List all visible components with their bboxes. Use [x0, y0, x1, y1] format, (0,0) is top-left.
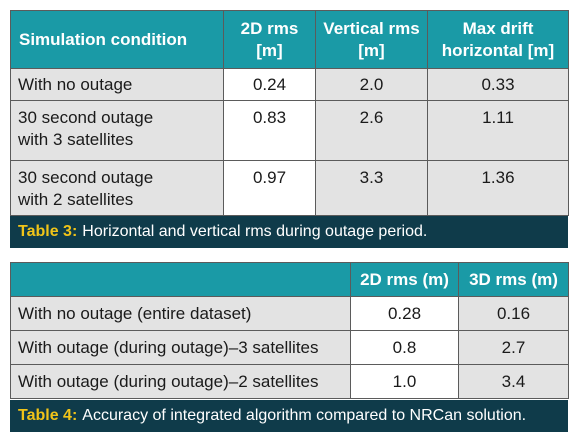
table3-cell: With no outage	[10, 68, 224, 101]
table-row: 30 second outage with 3 satellites 0.83 …	[10, 100, 569, 161]
table3-cell: 0.24	[223, 68, 316, 101]
table-row: With no outage (entire dataset) 0.28 0.1…	[10, 296, 569, 331]
table3-cell: 2.6	[315, 100, 428, 161]
table3-cell: 1.11	[427, 100, 569, 161]
table4-caption-text: Accuracy of integrated algorithm compare…	[82, 407, 527, 424]
table3-cell: 1.36	[427, 160, 569, 216]
table-row: 30 second outage with 2 satellites 0.97 …	[10, 160, 569, 216]
table3-caption: Table 3: Horizontal and vertical rms dur…	[10, 216, 568, 248]
table4-cell: 2.7	[458, 330, 569, 365]
table3-header-max-drift: Max drift horizontal [m]	[427, 10, 569, 69]
table3-header-condition: Simulation condition	[10, 10, 224, 69]
table4-caption-label: Table 4:	[18, 407, 78, 424]
table4-cell: With outage (during outage)–2 satellites	[10, 364, 351, 399]
table3-cell: 0.33	[427, 68, 569, 101]
table3-caption-label: Table 3:	[18, 223, 78, 240]
table3-cell: 2.0	[315, 68, 428, 101]
table4-header-condition	[10, 262, 351, 297]
table4-cell: 0.28	[350, 296, 459, 331]
table4-cell: 3.4	[458, 364, 569, 399]
table-3: Simulation condition 2D rms [m] Vertical…	[10, 10, 569, 216]
table-row: With outage (during outage)–3 satellites…	[10, 330, 569, 365]
table-row: With outage (during outage)–2 satellites…	[10, 364, 569, 399]
table3-cell: 0.83	[223, 100, 316, 161]
table3-header-2d-rms: 2D rms [m]	[223, 10, 316, 69]
table4-cell: With outage (during outage)–3 satellites	[10, 330, 351, 365]
table4-header-3d-rms: 3D rms (m)	[458, 262, 569, 297]
table3-cell: 30 second outage with 2 satellites	[10, 160, 224, 216]
table3-cell: 3.3	[315, 160, 428, 216]
table3-cell: 30 second outage with 3 satellites	[10, 100, 224, 161]
table-4: 2D rms (m) 3D rms (m) With no outage (en…	[10, 262, 569, 399]
table4-cell: With no outage (entire dataset)	[10, 296, 351, 331]
table4-cell: 0.16	[458, 296, 569, 331]
table3-cell: 0.97	[223, 160, 316, 216]
table3-caption-text: Horizontal and vertical rms during outag…	[82, 223, 428, 240]
table4-cell: 0.8	[350, 330, 459, 365]
table3-header-vertical-rms: Vertical rms [m]	[315, 10, 428, 69]
table4-caption: Table 4: Accuracy of integrated algorith…	[10, 400, 568, 432]
table-row: With no outage 0.24 2.0 0.33	[10, 68, 569, 101]
table4-header-2d-rms: 2D rms (m)	[350, 262, 459, 297]
table4-cell: 1.0	[350, 364, 459, 399]
